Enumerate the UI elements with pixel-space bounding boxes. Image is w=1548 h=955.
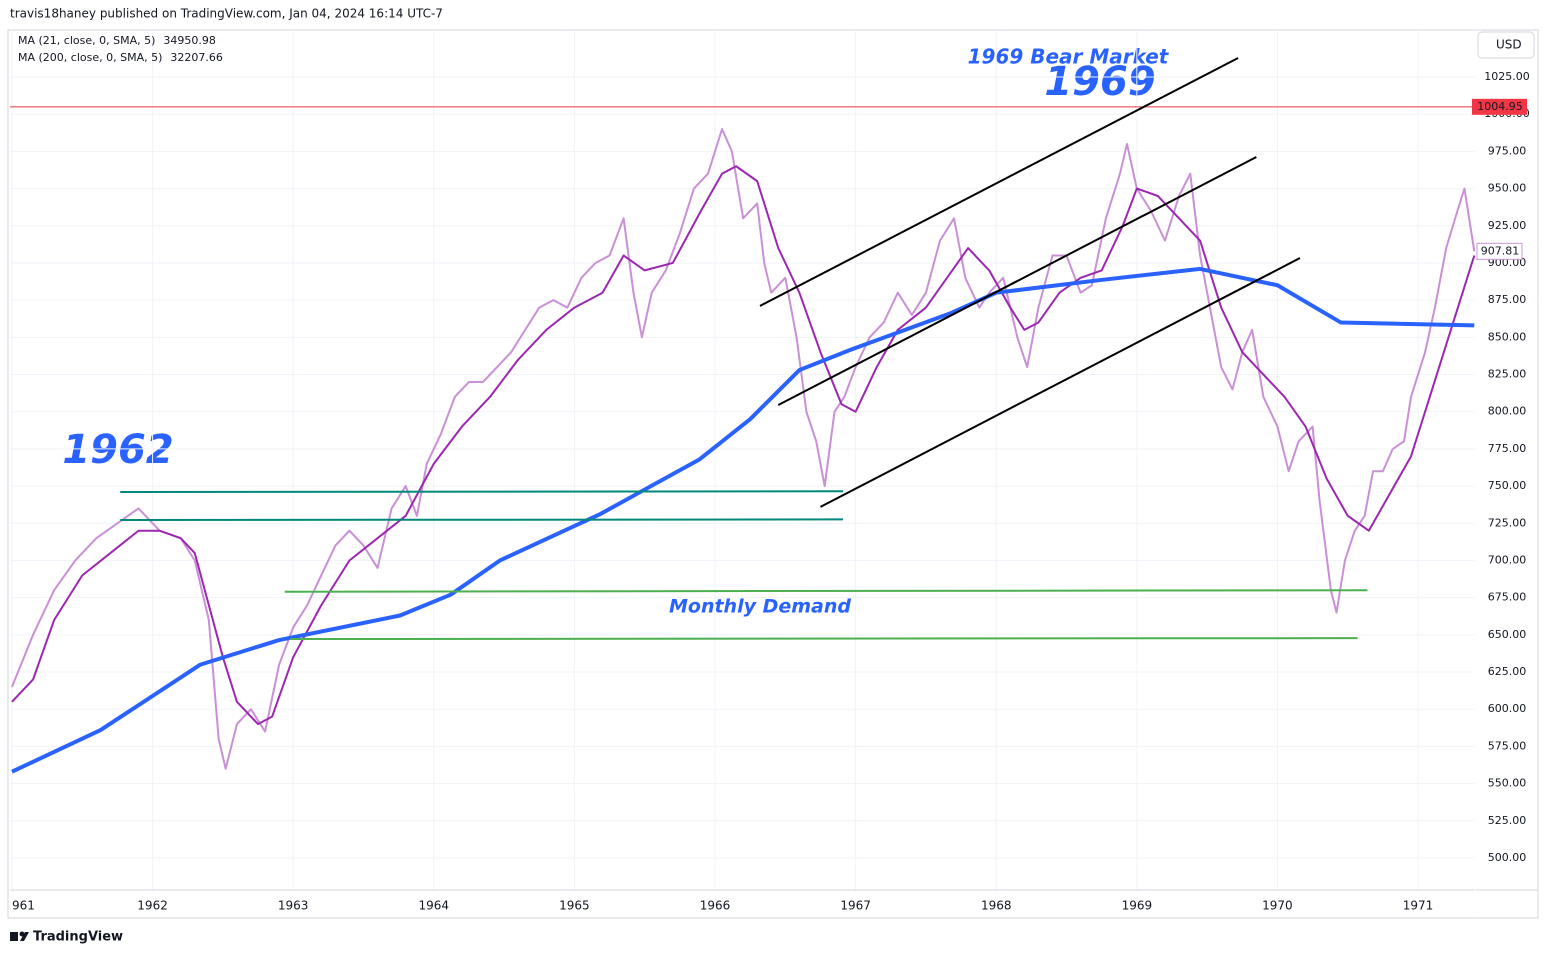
series-line xyxy=(11,128,1476,770)
y-tick-label: 825.00 xyxy=(1488,368,1527,381)
currency[interactable]: USD xyxy=(1496,38,1522,52)
x-tick-label: 1965 xyxy=(559,899,590,913)
x-tick-label: 1964 xyxy=(419,899,450,913)
trend-line xyxy=(284,589,1368,593)
logo xyxy=(10,931,29,941)
legend-entry: MA (200, close, 0, SMA, 5) xyxy=(18,51,162,64)
trend-line xyxy=(759,57,1239,307)
last-price-box xyxy=(1476,242,1523,260)
x-tick-label: 1966 xyxy=(700,899,731,913)
trend-line xyxy=(777,156,1257,406)
trend-line xyxy=(120,490,843,494)
series-line xyxy=(11,165,1476,726)
last-price-label: 907.81 xyxy=(1481,244,1520,257)
price-label-box xyxy=(1472,98,1527,115)
y-tick-label: 575.00 xyxy=(1488,739,1527,752)
x-tick-label: 1967 xyxy=(840,899,871,913)
x-tick-label: 1962 xyxy=(137,899,168,913)
trend-line xyxy=(820,257,1301,508)
y-tick-label: 525.00 xyxy=(1488,814,1527,827)
y-tick-label: 875.00 xyxy=(1488,293,1527,306)
y-tick-label: 700.00 xyxy=(1488,553,1527,566)
annotation: 1969 Bear Market xyxy=(968,45,1170,69)
x-tick-label: 1963 xyxy=(278,899,309,913)
y-tick-label: 1025.00 xyxy=(1484,70,1530,83)
x-tick-label: 1970 xyxy=(1262,899,1293,913)
x-tick-label: 1968 xyxy=(981,899,1012,913)
currency-box[interactable] xyxy=(1477,31,1535,59)
legend-entry: MA (21, close, 0, SMA, 5) xyxy=(18,34,155,47)
x-tick-label: 1969 xyxy=(1122,899,1153,913)
y-tick-label: 600.00 xyxy=(1488,702,1527,715)
y-tick-label: 975.00 xyxy=(1488,144,1527,157)
annotation: 1962 xyxy=(62,427,173,473)
y-tick-label: 925.00 xyxy=(1488,219,1527,232)
publisher: travis18haney published on TradingView.c… xyxy=(10,7,443,21)
y-tick-label: 725.00 xyxy=(1488,516,1527,529)
y-tick-label: 650.00 xyxy=(1488,628,1527,641)
annotation: Monthly Demand xyxy=(669,596,851,618)
y-tick-label: 550.00 xyxy=(1488,777,1527,790)
y-tick-label: 750.00 xyxy=(1488,479,1527,492)
brand: TradingView xyxy=(33,930,123,945)
annotation: 1969 xyxy=(1044,59,1155,105)
y-tick-label: 775.00 xyxy=(1488,442,1527,455)
trend-line xyxy=(120,518,843,522)
series-line xyxy=(11,266,1475,774)
legend-value: 34950.98 xyxy=(163,34,216,47)
y-tick-label: 500.00 xyxy=(1488,851,1527,864)
legend-value: 32207.66 xyxy=(170,51,223,64)
x-tick-label: 961 xyxy=(12,899,35,913)
y-tick-label: 625.00 xyxy=(1488,665,1527,678)
y-tick-label: 850.00 xyxy=(1488,330,1527,343)
price-label: 1004.95 xyxy=(1477,100,1523,113)
frame xyxy=(7,29,1539,919)
y-tick-label: 950.00 xyxy=(1488,182,1527,195)
x-tick-label: 1971 xyxy=(1403,899,1434,913)
y-tick-label: 675.00 xyxy=(1488,591,1527,604)
y-tick-label: 800.00 xyxy=(1488,405,1527,418)
trend-line xyxy=(290,637,1358,641)
